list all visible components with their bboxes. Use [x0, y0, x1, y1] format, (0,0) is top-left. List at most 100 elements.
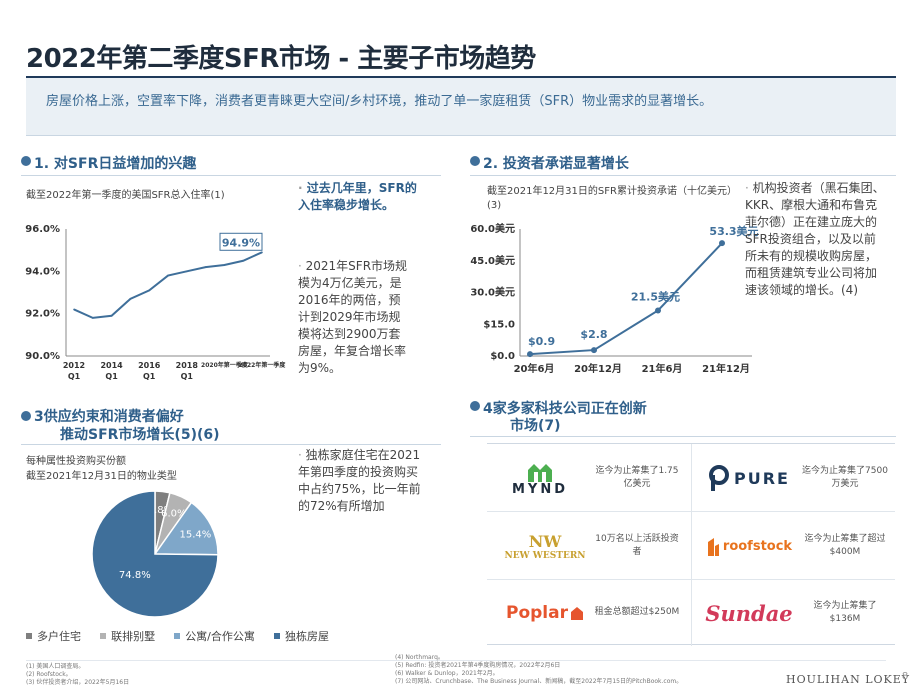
data-point	[167, 274, 169, 277]
x-tick-label: 20年12月	[574, 362, 622, 375]
data-point	[204, 266, 207, 268]
x-tick-label: 2016	[138, 361, 161, 370]
section-1-bullet-2: · 2021年SFR市场规模为4万亿美元，是2016年的两倍，预计到2029年市…	[298, 259, 408, 376]
legend-item-townhouse: 联排别墅	[100, 628, 155, 644]
sundae-description: 迄今为止筹集了$136M	[813, 600, 877, 624]
new-western-mark-icon: NW	[528, 531, 562, 551]
y-tick-label: 45.0美元	[470, 254, 515, 267]
investment-series-line	[529, 242, 723, 356]
pie-legend: 多户住宅 联排别墅 公寓/合作公寓 独栋房屋	[26, 624, 446, 644]
pie-chart-subtitle-2: 截至2021年12月31日的物业类型	[26, 471, 177, 482]
section-2-dot	[470, 156, 480, 166]
pure-p-icon	[709, 465, 730, 491]
data-point	[73, 308, 75, 311]
footnotes-right: (4) Northmarq。 (5) Redfin: 投资者2021年第4季度购…	[395, 654, 683, 686]
data-label: 53.3美元	[709, 224, 758, 238]
slice-label-single-family: 74.8%	[119, 570, 151, 581]
section-4-title-line-2: 市场(7)	[510, 418, 561, 434]
company-grid: MYND 迄今为止筹集了1.75亿美元 PURE 迄今为止筹集了7500万美元 …	[487, 443, 895, 646]
legend-item-condo: 公寓/合作公寓	[174, 628, 255, 644]
slice-label-multifamily: 3.8%	[148, 505, 173, 516]
section-2-bullet-1: · 机构投资者（黑石集团、KKR、摩根大通和布鲁克菲尔德）正在建立庞大的SFR投…	[745, 181, 885, 298]
page-title: 2022年第二季度SFR市场 - 主要子市场趋势	[26, 44, 536, 74]
y-tick-label: 94.0%	[25, 266, 60, 277]
occupancy-chart-subtitle: 截至2022年第一季度的美国SFR总入住率(1)	[26, 190, 225, 201]
sundae-logo: Sundae	[705, 600, 793, 626]
data-point	[655, 307, 661, 314]
roofstock-mark-icon	[707, 538, 719, 556]
occupancy-line-chart: 96.0% 94.0% 92.0% 90.0%2012 Q1 2014 Q1 2016 Q1 20…	[25, 224, 286, 381]
footnotes-left: (1) 美国人口调查局。 (2) Roofstock。 (3) 伙伴投资者介绍，…	[26, 663, 130, 687]
x-tick-label: 21年12月	[702, 362, 750, 375]
summary-banner-text: 房屋价格上涨，空置率下降，消费者更青睐更大空间/乡村环境，推动了单一家庭租赁（S…	[46, 94, 713, 109]
legend-swatch-condo	[174, 633, 181, 639]
section-3-dot	[21, 411, 31, 421]
data-point	[148, 289, 150, 292]
x-tick-label: 2018	[176, 361, 199, 370]
summary-banner	[26, 78, 896, 136]
data-label: $2.8	[580, 328, 607, 341]
data-point	[92, 317, 94, 319]
data-point	[527, 351, 533, 358]
end-value-label: 94.9%	[222, 236, 260, 249]
legend-item-multifamily: 多户住宅	[26, 628, 81, 644]
roofstock-logo: roofstock	[697, 522, 801, 570]
section-4-title-line-1: 4家多家科技公司正在创新	[483, 401, 647, 417]
section-1-title: 1. 对SFR日益增加的兴趣	[34, 156, 197, 172]
pie-slice-single-family	[91, 490, 219, 618]
legend-swatch-multifamily	[26, 633, 32, 639]
data-point	[719, 240, 725, 247]
legend-item-single-family: 独栋房屋	[274, 628, 329, 644]
section-2-divider	[470, 175, 896, 176]
poplar-logo: Poplar	[495, 590, 595, 636]
data-point	[129, 298, 132, 300]
y-tick-label: 60.0美元	[470, 222, 515, 235]
x-tick-label: 2014	[100, 361, 123, 370]
y-tick-label: 92.0%	[25, 309, 60, 320]
pie-slice-condo	[153, 501, 219, 556]
grid-col-divider	[691, 444, 692, 646]
data-point	[261, 251, 263, 254]
section-4-divider	[470, 436, 896, 437]
data-label: $0.9	[528, 335, 555, 348]
investment-line-chart: 60.0美元 45.0美元 30.0美元 $15.0 $0.0 $0.9 $2.8 21.5美…	[470, 222, 758, 375]
mynd-house-icon	[528, 463, 552, 482]
data-point	[223, 264, 226, 266]
y-tick-label: $15.0	[483, 319, 515, 330]
section-3-title-line-1: 3供应约束和消费者偏好	[34, 409, 184, 425]
y-tick-label: 30.0美元	[470, 286, 515, 299]
x-tick-label: 20年6月	[514, 362, 555, 375]
x-tick-label: 2020年第一季度	[201, 361, 249, 369]
legend-swatch-townhouse	[100, 633, 107, 639]
roofstock-description: 迄今为止筹集了超过$400M	[804, 533, 886, 557]
section-2-title: 2. 投资者承诺显著增长	[483, 156, 629, 172]
data-point	[242, 259, 244, 262]
new-western-description: 10万名以上活跃投资者	[595, 533, 679, 557]
page-number: 8	[901, 671, 909, 682]
new-western-logo: NW NEW WESTERN	[504, 531, 586, 561]
section-4-dot	[470, 401, 480, 411]
slice-label-townhouse: 6.0%	[161, 509, 186, 520]
section-3-title-line-2: 推动SFR市场增长(5)(6)	[60, 427, 220, 443]
section-3-divider	[21, 444, 441, 445]
property-type-pie-chart: 3.8%6.0% 15.4% 74.8%	[91, 490, 219, 618]
poplar-description: 租金总额超过$250M	[594, 607, 680, 618]
x-tick-label-quarter: Q1	[105, 372, 118, 381]
y-tick-label: $0.0	[490, 351, 515, 362]
footer-divider	[26, 660, 886, 661]
investment-chart-subtitle: 截至2021年12月31日的SFR累计投资承诺（十亿美元）(3)	[487, 186, 737, 211]
data-point	[110, 314, 113, 317]
title-divider	[26, 76, 896, 78]
x-tick-label-quarter: Q1	[68, 372, 81, 381]
data-point	[591, 347, 597, 354]
brand-logo: HOULIHAN LOKEY	[786, 673, 911, 686]
legend-swatch-single-family	[274, 633, 280, 639]
y-tick-label: 90.0%	[25, 351, 60, 362]
occupancy-series-line	[73, 251, 263, 319]
pure-logo: PURE	[699, 454, 799, 502]
section-1-bullet-1: · 过去几年里，SFR的入住率稳步增长。	[298, 181, 417, 213]
x-tick-label: 21年6月	[642, 362, 683, 375]
x-tick-label-quarter: Q1	[181, 372, 194, 381]
data-label: 21.5美元	[631, 289, 680, 303]
poplar-house-icon	[571, 607, 583, 620]
